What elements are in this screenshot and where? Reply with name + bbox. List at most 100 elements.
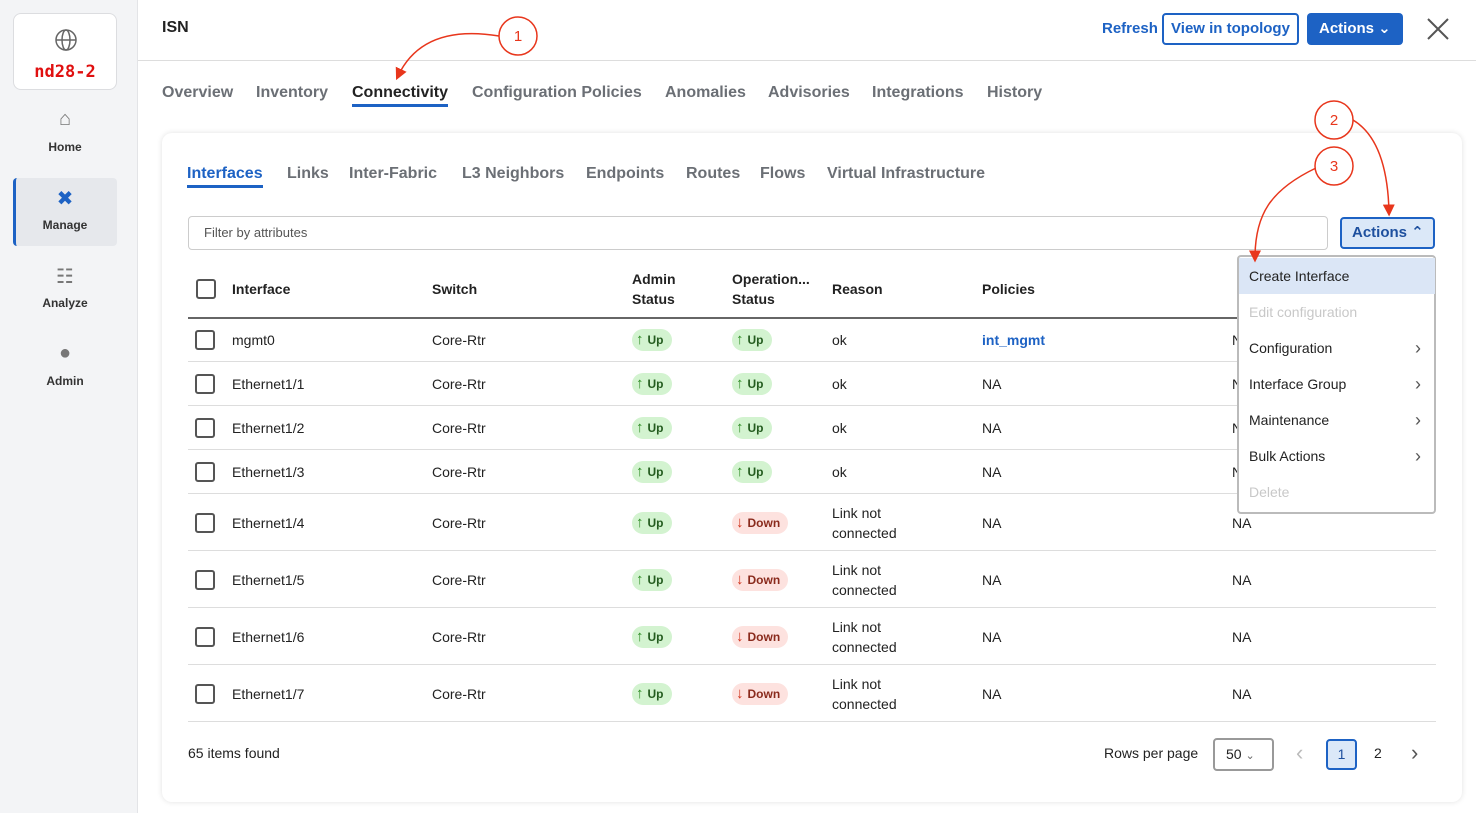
checkbox[interactable]: [195, 462, 215, 482]
column-header: Interface: [232, 281, 291, 297]
status-arrow: ↑: [636, 331, 644, 348]
checkbox[interactable]: [195, 330, 215, 350]
checkbox[interactable]: [195, 418, 215, 438]
status-pill: ↑ Up: [732, 461, 772, 483]
checkbox[interactable]: [196, 279, 216, 299]
status-pill: ↑ Up: [632, 461, 672, 483]
sidebar: nd28-2 ⌂ Home ✖ Manage ☷ Analyze ● Admin: [0, 0, 138, 813]
status-text: Up: [747, 333, 764, 347]
status-text: Up: [747, 421, 764, 435]
cell: ok: [832, 464, 847, 480]
cell: Ethernet1/1: [232, 376, 305, 392]
checkbox[interactable]: [195, 569, 215, 590]
checkbox[interactable]: [195, 374, 215, 394]
cell: ok: [832, 332, 847, 348]
status-pill: ↑ Up: [632, 511, 672, 534]
status-pill: ↓ Down: [732, 682, 789, 705]
menu-item[interactable]: Create Interface: [1239, 258, 1435, 294]
row-divider: [188, 493, 1436, 494]
page-button[interactable]: 2: [1374, 745, 1382, 761]
checkbox[interactable]: [195, 512, 215, 533]
nav-icon: ☷: [56, 266, 74, 288]
row-divider: [188, 405, 1436, 406]
status-pill: ↓ Down: [732, 568, 789, 591]
subtab[interactable]: Links: [287, 165, 329, 182]
filter-input[interactable]: Filter by attributes: [188, 216, 1328, 250]
tab[interactable]: History: [987, 84, 1043, 101]
cell: Ethernet1/7: [232, 685, 305, 702]
tab[interactable]: Anomalies: [665, 84, 746, 101]
cell: Core-Rtr: [432, 464, 486, 480]
refresh-button[interactable]: Refresh: [1102, 20, 1158, 37]
nav-item[interactable]: ⌂ Home: [13, 100, 117, 168]
next-page[interactable]: ›: [1411, 740, 1419, 765]
header-divider: [138, 60, 1476, 61]
page-title: ISN: [162, 19, 189, 36]
nav-icon: ✖: [56, 188, 74, 210]
cell: Ethernet1/3: [232, 464, 305, 480]
page-button[interactable]: 1: [1326, 739, 1357, 770]
status-text: Up: [647, 572, 664, 587]
cell: NA: [982, 628, 1002, 645]
subtab[interactable]: Routes: [686, 165, 741, 182]
column-header: Switch: [432, 281, 478, 297]
menu-item[interactable]: Configuration ›: [1239, 330, 1435, 366]
tab[interactable]: Connectivity: [352, 84, 449, 107]
actions-button[interactable]: Actions ⌃: [1340, 217, 1435, 249]
subtab[interactable]: Virtual Infrastructure: [827, 165, 985, 182]
tab[interactable]: Advisories: [768, 84, 850, 101]
cell: NA: [982, 571, 1002, 588]
policy-link[interactable]: int_mgmt: [982, 332, 1045, 348]
status-text: Up: [747, 377, 764, 391]
nav-label: Home: [48, 140, 82, 154]
nav-item[interactable]: ✖ Manage: [13, 178, 117, 246]
status-pill: ↑ Up: [632, 682, 672, 705]
checkbox[interactable]: [195, 626, 215, 647]
status-pill: ↑ Up: [632, 417, 672, 439]
status-text: Up: [747, 465, 764, 479]
tab[interactable]: Integrations: [872, 84, 964, 101]
status-text: Down: [747, 686, 781, 701]
subtab[interactable]: Interfaces: [187, 165, 263, 188]
tab[interactable]: Configuration Policies: [472, 84, 642, 101]
submenu-chevron: ›: [1415, 410, 1421, 430]
menu-item[interactable]: Interface Group ›: [1239, 366, 1435, 402]
header-actions-button[interactable]: Actions ⌄: [1307, 13, 1403, 45]
nav-label: Manage: [42, 218, 88, 232]
site-name: nd28-2: [34, 62, 96, 82]
column-header: Admin Status: [632, 271, 676, 307]
subtab[interactable]: Endpoints: [586, 165, 665, 182]
status-text: Up: [647, 629, 664, 644]
close-button[interactable]: [1426, 17, 1450, 41]
cell: Link not connected: [832, 618, 897, 655]
nav-icon: ⌂: [58, 108, 72, 130]
column-header: Reason: [832, 281, 883, 297]
prev-page[interactable]: ‹: [1296, 740, 1304, 765]
status-pill: ↑ Up: [632, 329, 672, 351]
cell: NA: [982, 514, 1002, 531]
cell: Ethernet1/2: [232, 420, 305, 436]
tab[interactable]: Inventory: [256, 84, 329, 101]
status-arrow: ↑: [636, 419, 644, 436]
menu-item[interactable]: Bulk Actions ›: [1239, 438, 1435, 474]
row-divider: [188, 361, 1436, 362]
status-arrow: ↓: [736, 627, 744, 645]
view-topology-button[interactable]: View in topology: [1162, 13, 1299, 45]
subtab[interactable]: Inter-Fabric: [349, 165, 438, 182]
submenu-chevron: ›: [1415, 374, 1421, 394]
status-pill: ↑ Up: [732, 329, 772, 351]
actions-menu: Create Interface Edit configuration Config…: [1237, 255, 1436, 514]
nav-item[interactable]: ☷ Analyze: [13, 256, 117, 324]
cell: mgmt0: [232, 332, 275, 348]
subtab[interactable]: Flows: [760, 165, 806, 182]
site-card[interactable]: nd28-2: [13, 13, 117, 90]
page-size-select[interactable]: 50 ⌄: [1213, 738, 1274, 771]
status-text: Up: [647, 421, 664, 435]
checkbox[interactable]: [195, 683, 215, 704]
tab[interactable]: Overview: [162, 84, 234, 101]
nav-item[interactable]: ● Admin: [13, 334, 117, 402]
nav-label: Analyze: [42, 296, 88, 310]
subtab[interactable]: L3 Neighbors: [462, 165, 565, 182]
header-rule: [188, 317, 1436, 319]
menu-item[interactable]: Maintenance ›: [1239, 402, 1435, 438]
